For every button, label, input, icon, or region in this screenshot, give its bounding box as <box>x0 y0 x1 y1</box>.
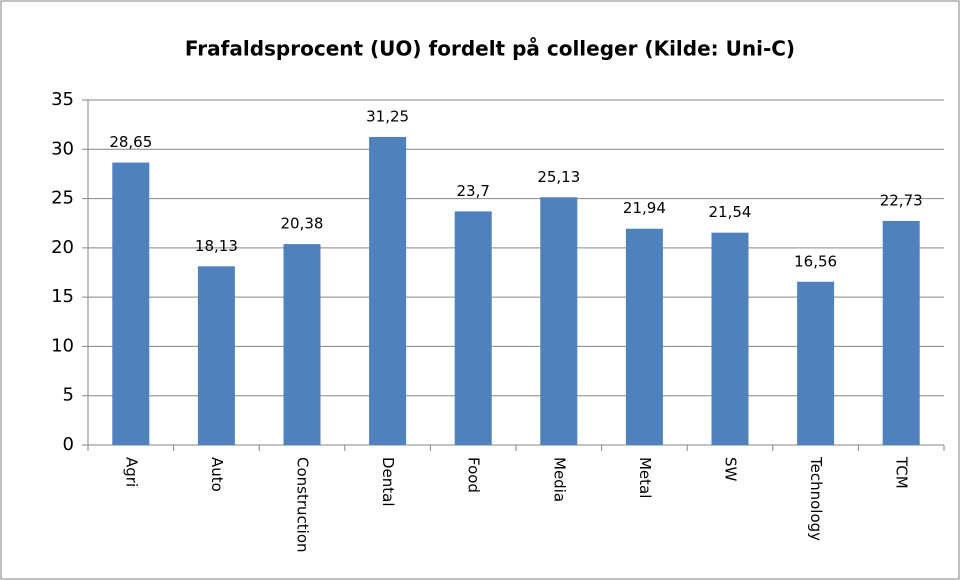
data-label: 21,54 <box>709 203 752 221</box>
data-label: 21,94 <box>623 199 666 217</box>
y-tick-label: 5 <box>63 385 74 406</box>
x-tick-label: Technology <box>807 456 825 541</box>
y-tick-label: 10 <box>51 335 74 356</box>
bar <box>625 228 663 445</box>
x-tick-label: SW <box>722 457 740 482</box>
data-label: 23,7 <box>456 182 489 200</box>
x-tick-label: Metal <box>636 457 654 498</box>
x-tick-label: Auto <box>208 457 226 492</box>
data-label: 31,25 <box>366 107 409 125</box>
bar <box>711 232 749 445</box>
bar <box>197 266 235 445</box>
bar <box>797 281 835 445</box>
bar <box>454 211 492 445</box>
y-tick-label: 25 <box>51 188 74 209</box>
data-label: 28,65 <box>109 133 152 151</box>
x-tick-label: Agri <box>122 457 140 487</box>
x-tick-label: Dental <box>379 457 397 507</box>
y-tick-label: 30 <box>51 138 74 159</box>
data-label: 20,38 <box>281 215 324 233</box>
y-tick-label: 0 <box>63 434 74 455</box>
x-tick-label: TCM <box>893 456 911 489</box>
bar <box>112 162 150 446</box>
x-tick-label: Construction <box>294 457 312 553</box>
x-tick-label: Food <box>465 457 483 493</box>
bar <box>540 197 578 445</box>
bar <box>882 220 920 445</box>
y-tick-label: 35 <box>51 89 74 110</box>
data-label: 18,13 <box>195 237 238 255</box>
bar <box>369 136 407 445</box>
data-label: 22,73 <box>880 191 923 209</box>
data-label: 25,13 <box>537 168 580 186</box>
bar <box>283 244 321 445</box>
y-tick-label: 15 <box>51 286 74 307</box>
y-tick-label: 20 <box>51 237 74 258</box>
x-tick-label: Media <box>550 457 568 502</box>
data-label: 16,56 <box>794 252 837 270</box>
chart-title: Frafaldsprocent (UO) fordelt på colleger… <box>185 37 795 61</box>
